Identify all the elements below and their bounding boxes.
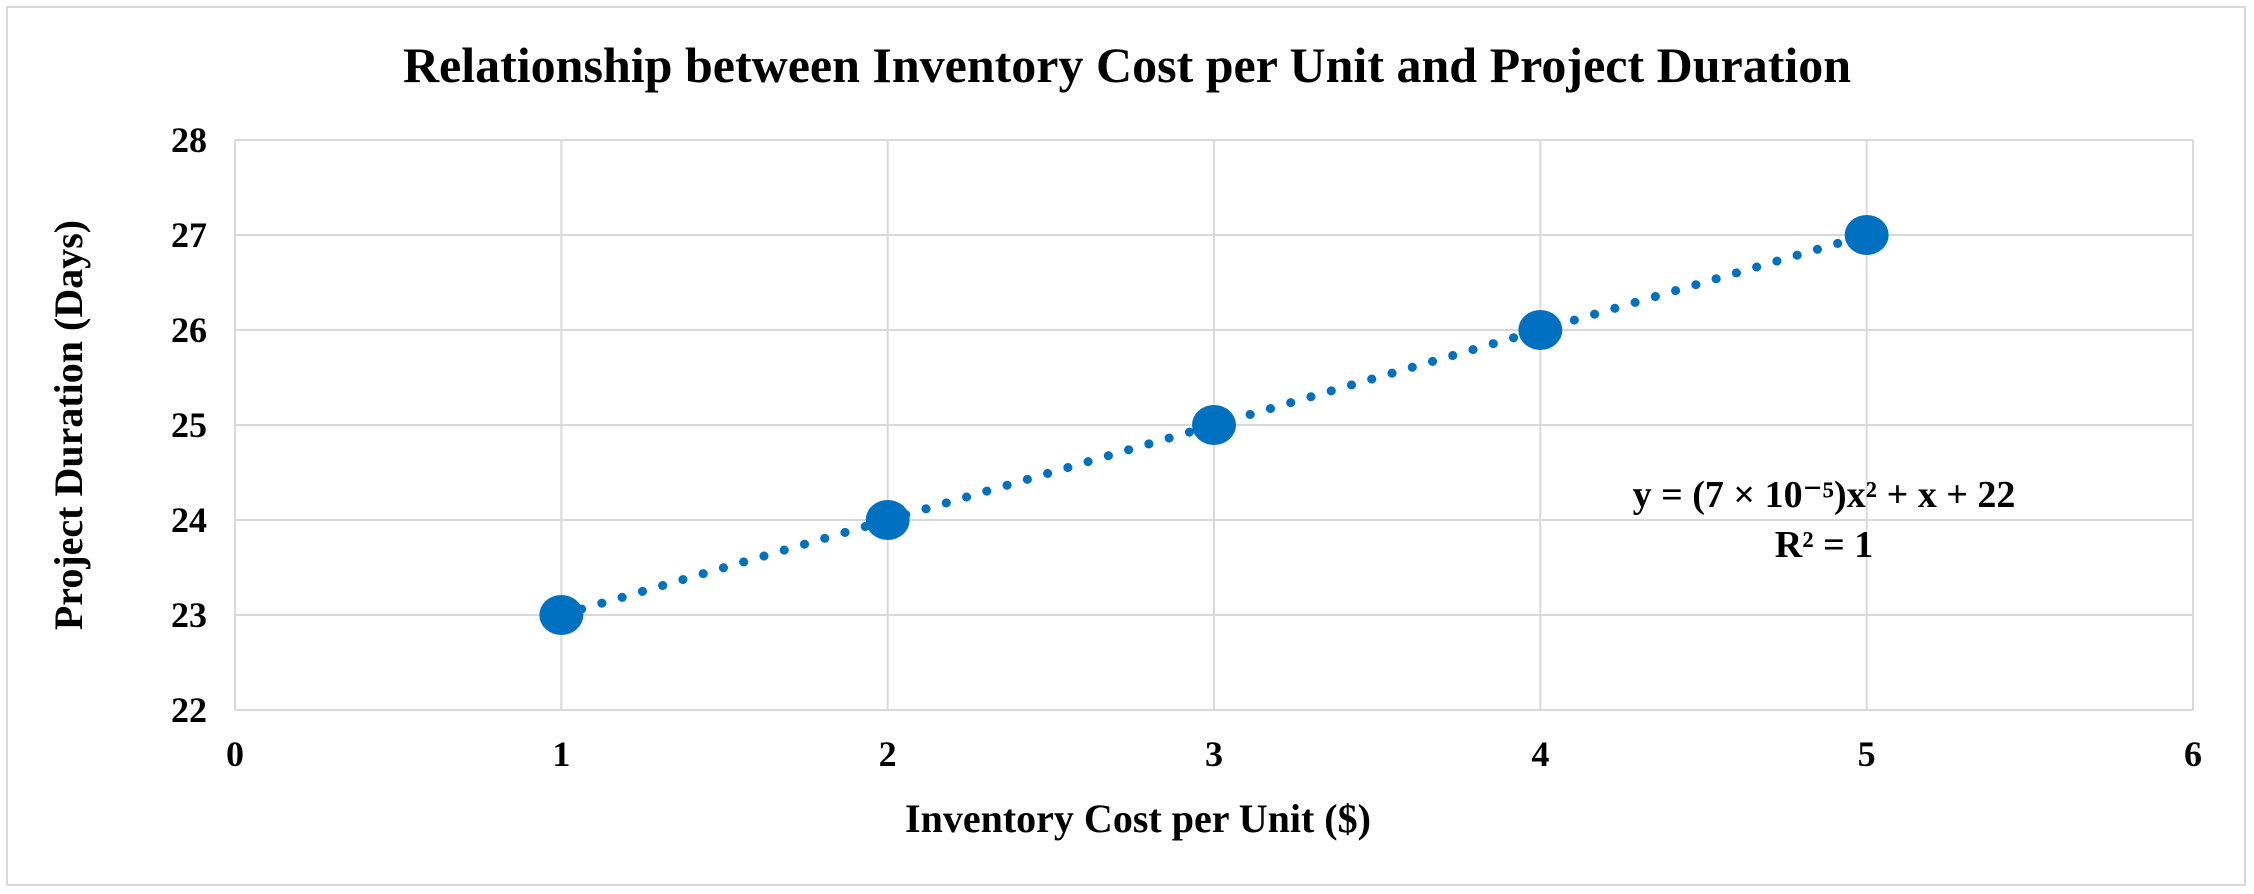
x-tick-label: 3 bbox=[1205, 734, 1223, 774]
y-tick-label: 25 bbox=[171, 405, 207, 445]
y-tick-label: 23 bbox=[171, 595, 207, 635]
data-point bbox=[1844, 215, 1889, 255]
x-tick-label: 5 bbox=[1858, 734, 1876, 774]
data-point bbox=[539, 595, 584, 635]
x-tick-label: 6 bbox=[2184, 734, 2202, 774]
chart-frame bbox=[6, 6, 2246, 886]
y-tick-label: 27 bbox=[171, 215, 207, 255]
y-tick-label: 24 bbox=[171, 500, 207, 540]
data-points-layer bbox=[539, 215, 1889, 635]
y-tick-label: 26 bbox=[171, 310, 207, 350]
trendline-equation: y = (7 × 10⁻⁵)x² + x + 22 bbox=[1633, 474, 2016, 516]
y-axis-title: Project Duration (Days) bbox=[46, 220, 91, 630]
x-axis-title: Inventory Cost per Unit ($) bbox=[905, 796, 1371, 841]
y-tick-label: 22 bbox=[171, 690, 207, 730]
x-tick-label: 4 bbox=[1531, 734, 1549, 774]
data-point bbox=[1518, 310, 1563, 350]
y-tick-label: 28 bbox=[171, 120, 207, 160]
data-point bbox=[1192, 405, 1236, 445]
x-tick-label: 1 bbox=[552, 734, 570, 774]
x-tick-label: 2 bbox=[879, 734, 897, 774]
data-point bbox=[865, 500, 910, 540]
x-tick-label: 0 bbox=[226, 734, 244, 774]
trendline-r-squared: R² = 1 bbox=[1775, 524, 1874, 566]
chart-title: Relationship between Inventory Cost per … bbox=[403, 37, 1851, 93]
